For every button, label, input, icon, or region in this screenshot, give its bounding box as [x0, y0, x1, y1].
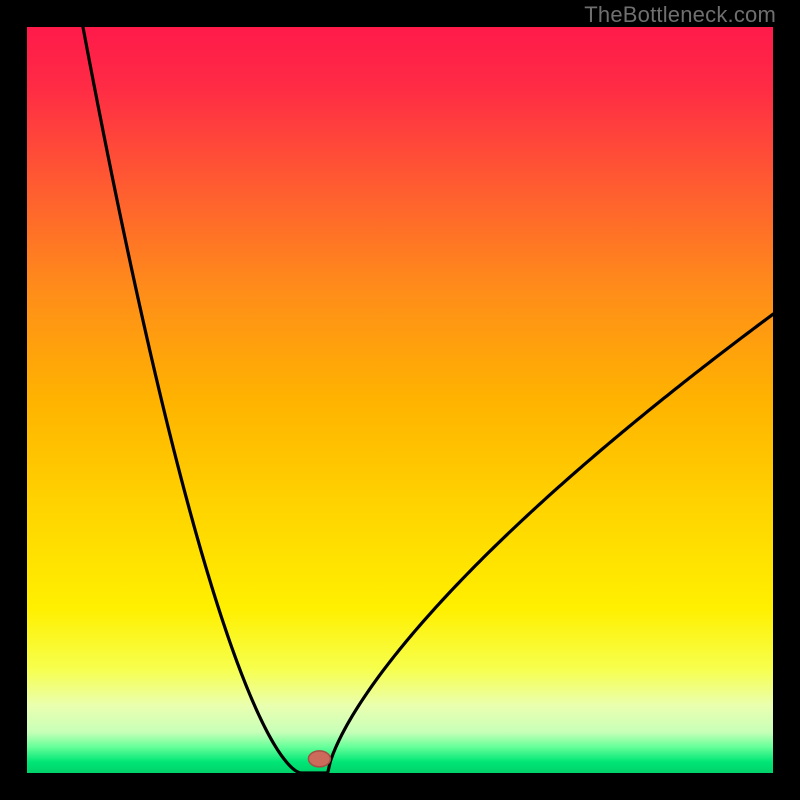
bottleneck-curve-chart [27, 27, 773, 773]
plot-area [27, 27, 773, 773]
watermark-label: TheBottleneck.com [584, 2, 776, 28]
optimum-marker [308, 751, 330, 767]
